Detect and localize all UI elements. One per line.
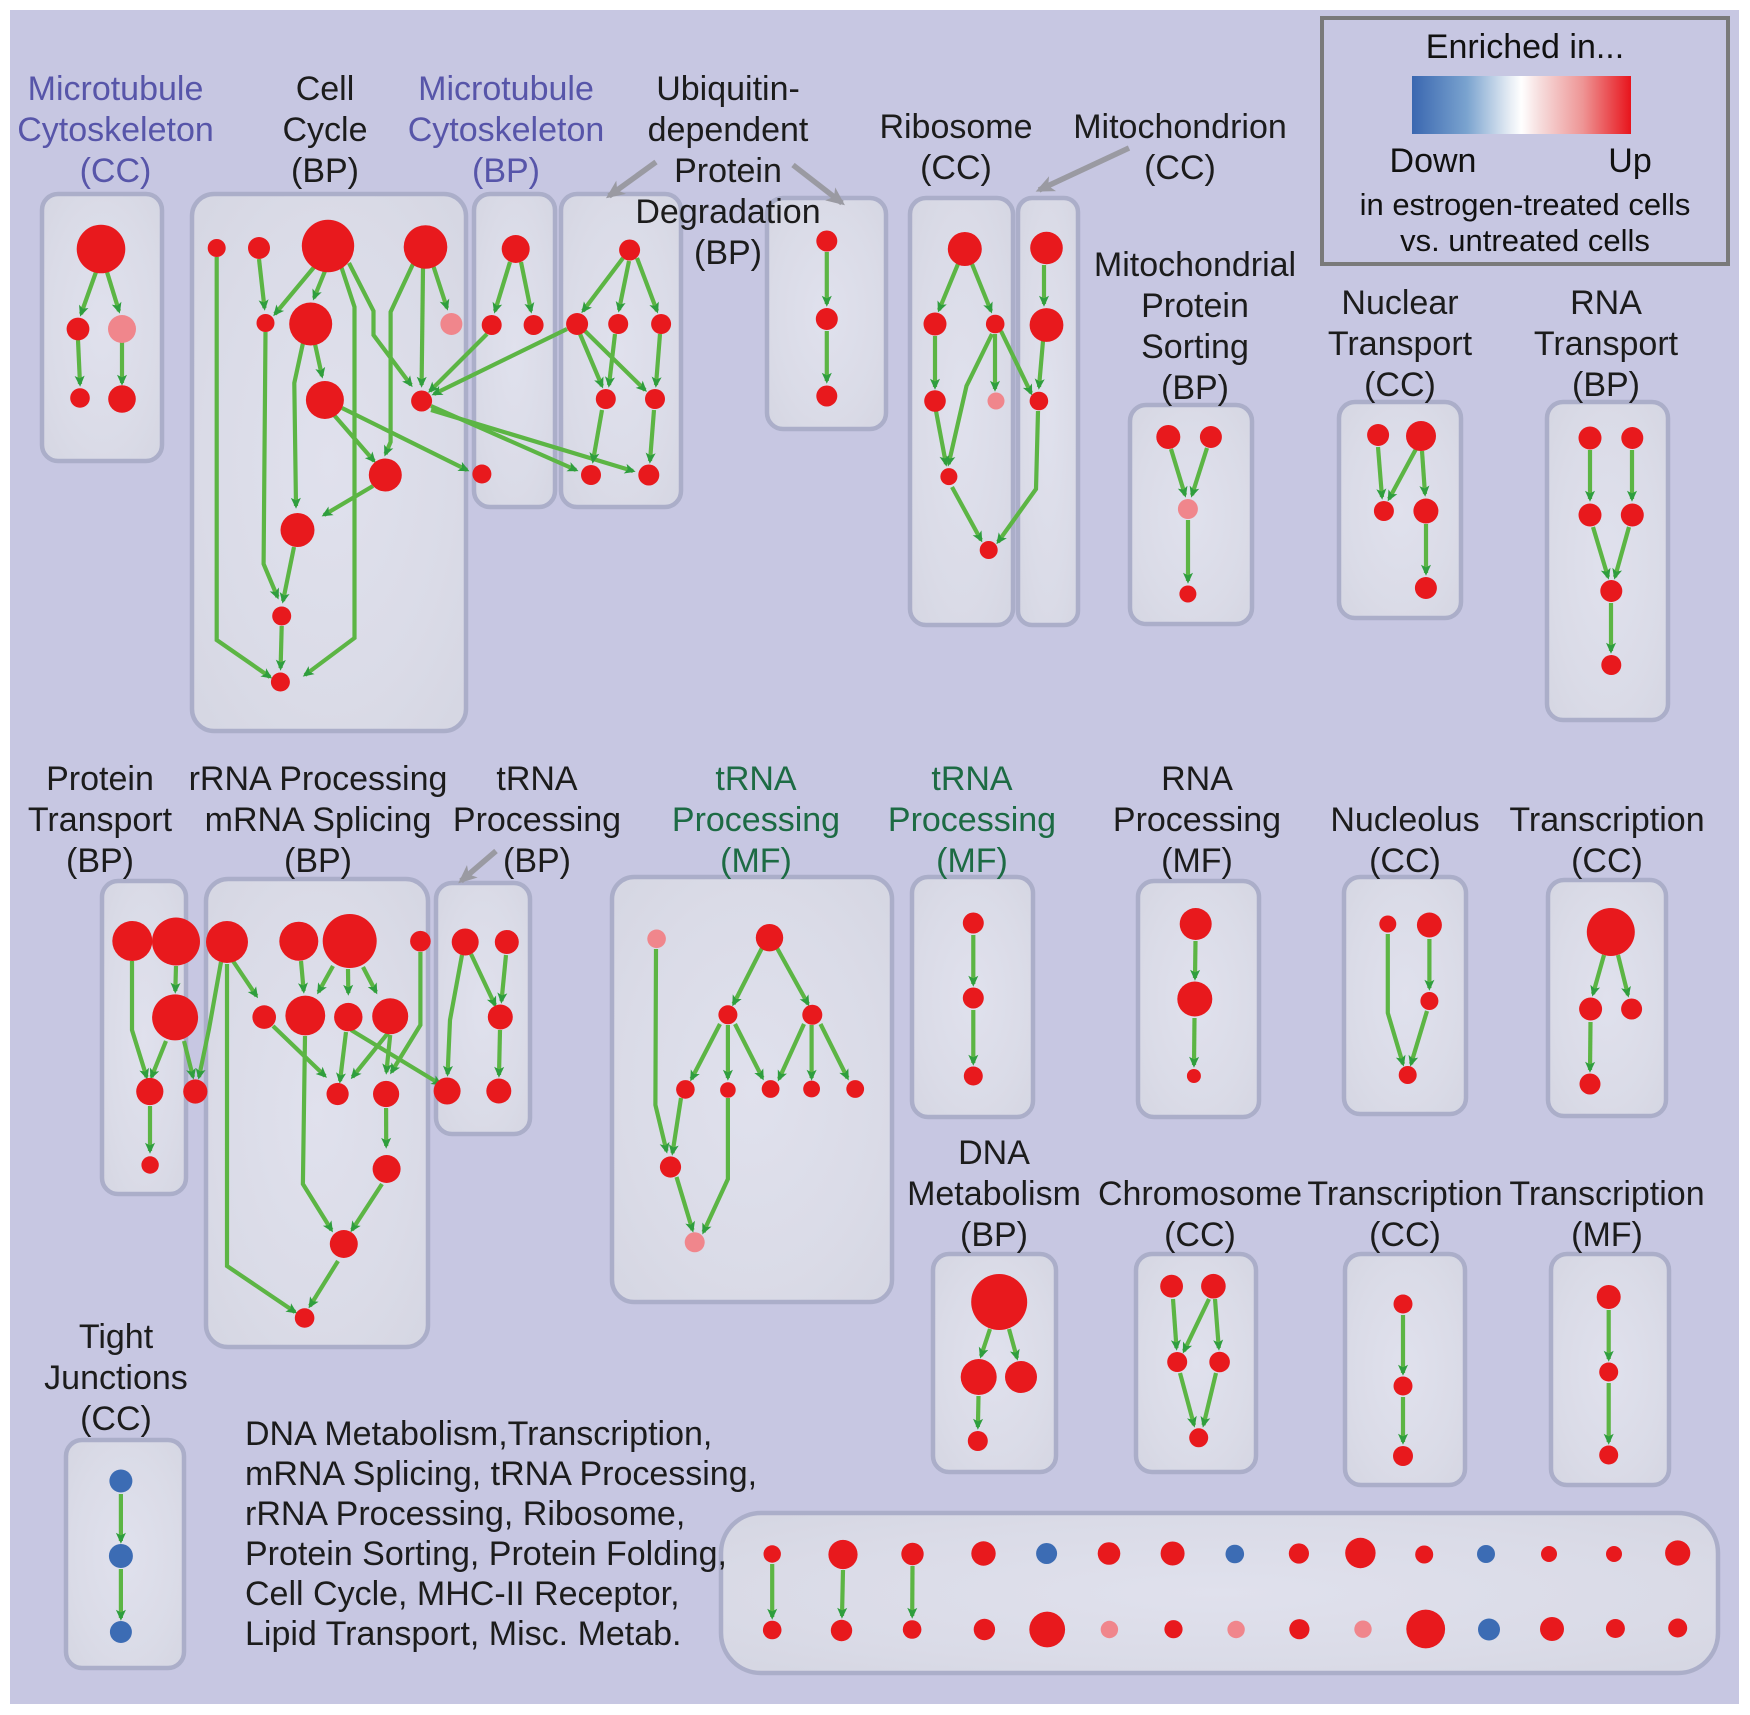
svg-text:Up: Up (1608, 142, 1651, 180)
svg-text:Ribosome(CC): Ribosome (CC) (879, 108, 1032, 187)
svg-text:Transcription(CC): Transcription (CC) (1307, 1175, 1502, 1254)
svg-text:DNA Metabolism,Transcription,: DNA Metabolism,Transcription, (245, 1415, 712, 1453)
svg-text:rRNA Processing, Ribosome,: rRNA Processing, Ribosome, (245, 1495, 685, 1533)
svg-text:Lipid Transport, Misc. Metab.: Lipid Transport, Misc. Metab. (245, 1615, 682, 1653)
svg-text:Nucleolus(CC): Nucleolus (CC) (1330, 801, 1479, 880)
svg-text:Transcription(MF): Transcription (MF) (1509, 1175, 1704, 1254)
svg-text:Down: Down (1390, 142, 1477, 180)
svg-text:Cell Cycle, MHC-II Receptor,: Cell Cycle, MHC-II Receptor, (245, 1575, 680, 1613)
svg-text:Chromosome(CC): Chromosome (CC) (1098, 1175, 1302, 1254)
svg-text:mRNA Splicing, tRNA Processing: mRNA Splicing, tRNA Processing, (245, 1455, 757, 1493)
svg-text:Mitochondrion(CC): Mitochondrion (CC) (1073, 108, 1287, 187)
svg-text:Protein Sorting, Protein Foldi: Protein Sorting, Protein Folding, (245, 1535, 727, 1573)
svg-text:vs. untreated cells: vs. untreated cells (1400, 223, 1650, 258)
svg-text:Transcription(CC): Transcription (CC) (1509, 801, 1704, 880)
svg-text:in estrogen-treated cells: in estrogen-treated cells (1360, 187, 1691, 222)
svg-text:Enriched in...: Enriched in... (1426, 28, 1624, 66)
